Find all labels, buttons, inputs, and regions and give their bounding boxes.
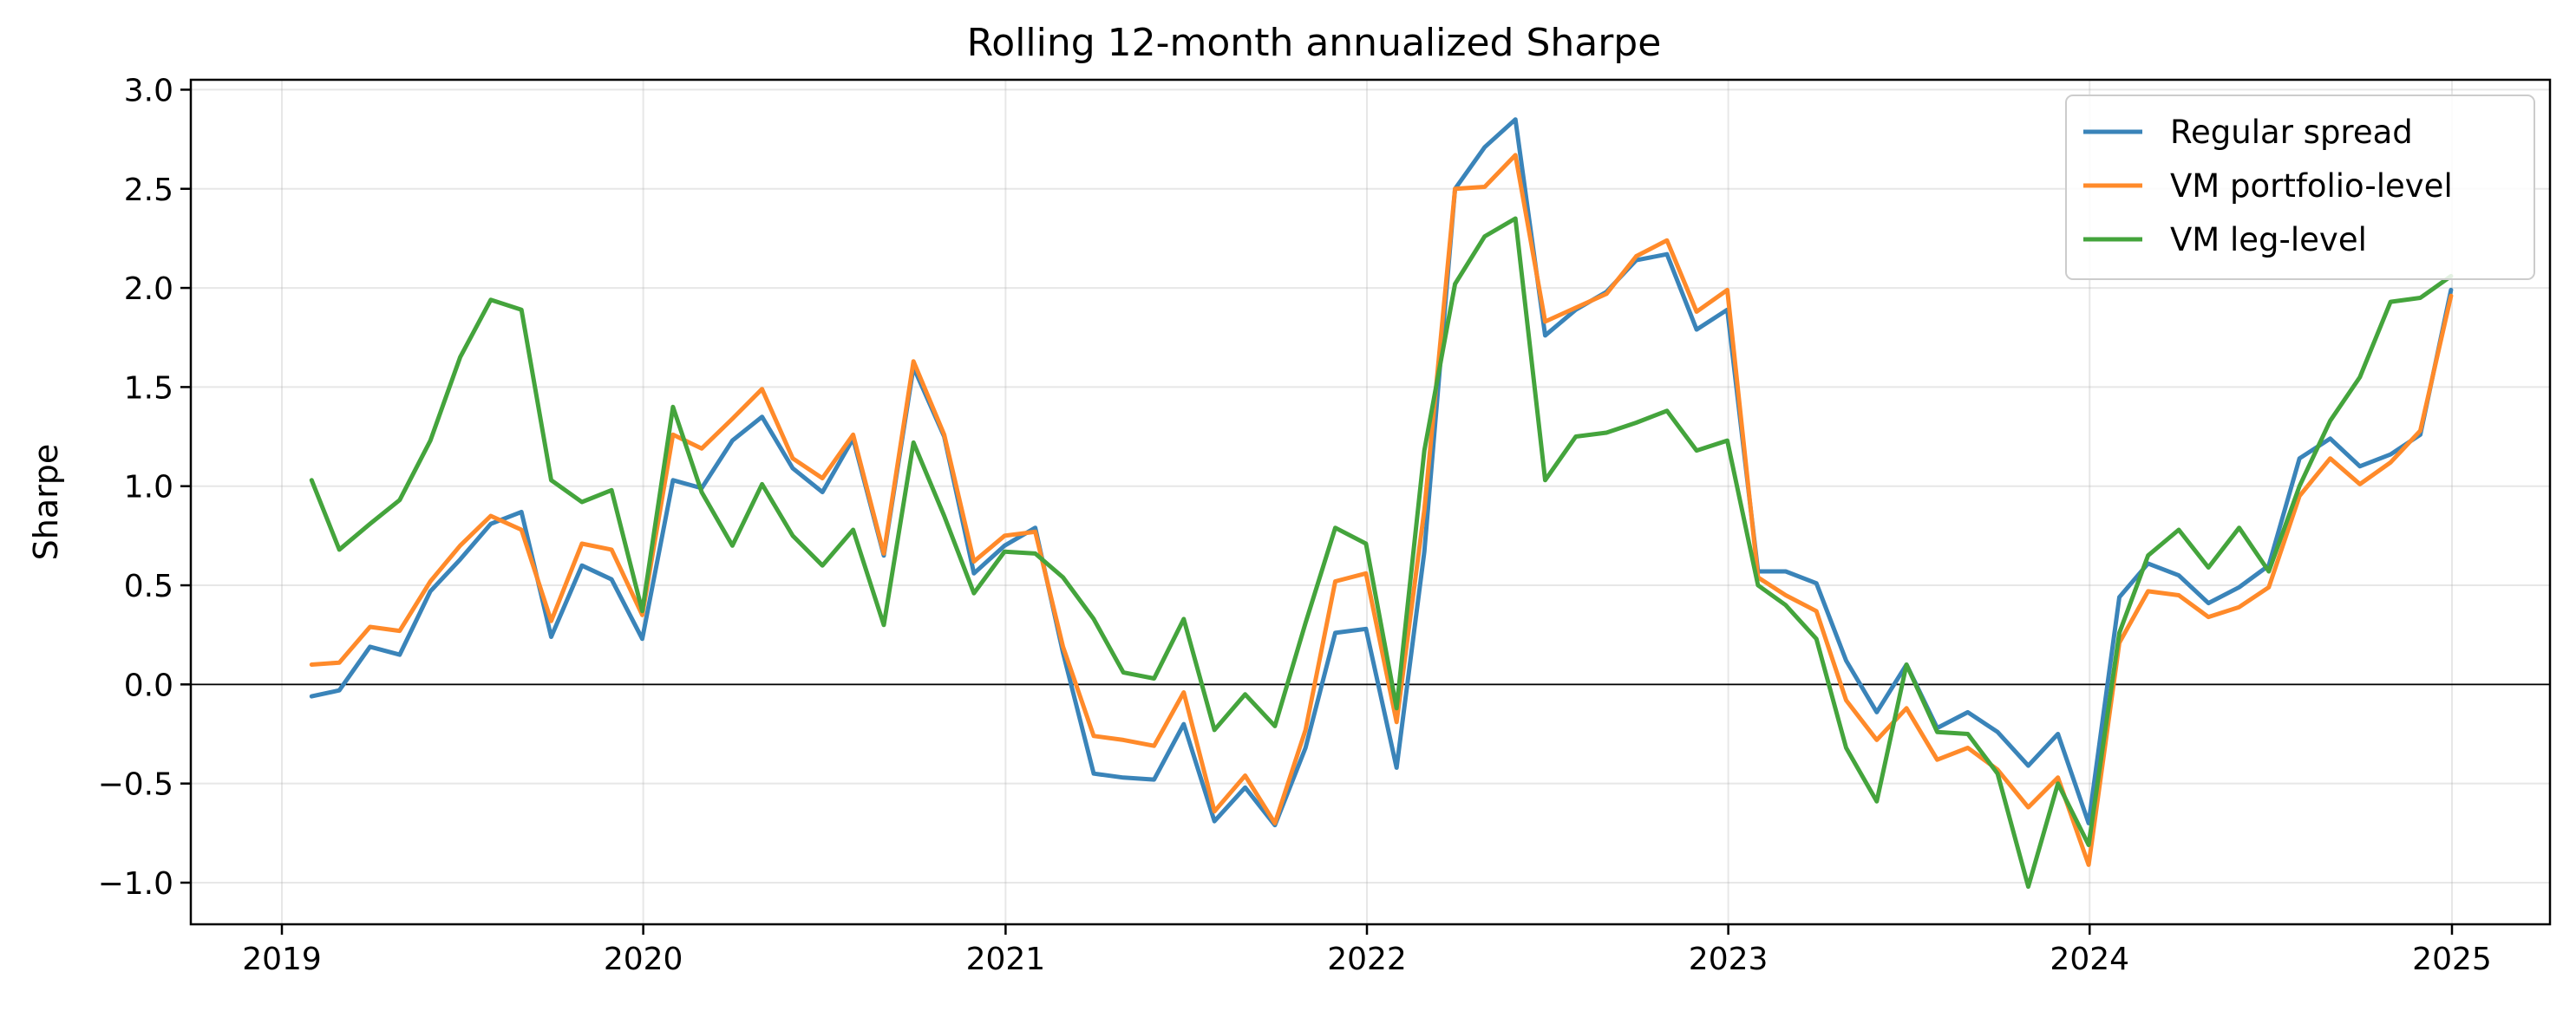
legend-box	[2065, 95, 2535, 280]
x-tick-label: 2021	[966, 942, 1046, 977]
y-tick-label: 0.5	[124, 569, 173, 604]
series-layer	[309, 117, 2454, 890]
y-tick-label: 1.5	[124, 370, 173, 406]
y-axis: 3.0 2.5 2.0 1.5 1.0 0.5 0.0 −0.5 −1.0	[98, 73, 191, 902]
y-tick-label: 0.0	[124, 668, 173, 703]
y-tick-label: 1.0	[124, 470, 173, 506]
series-line-2	[309, 216, 2454, 890]
x-tick-label: 2019	[242, 942, 322, 977]
x-tick-label: 2022	[1327, 942, 1407, 977]
legend-label: VM leg-level	[2170, 221, 2367, 258]
series-line-0	[309, 117, 2454, 828]
x-tick-label: 2020	[604, 942, 683, 977]
y-tick-label: −0.5	[98, 767, 173, 803]
y-tick-label: 2.5	[124, 173, 173, 208]
x-tick-label: 2025	[2412, 942, 2492, 977]
y-axis-label: Sharpe	[27, 444, 65, 561]
y-tick-label: 2.0	[124, 271, 173, 307]
x-tick-label: 2024	[2050, 942, 2129, 977]
chart-title: Rolling 12-month annualized Sharpe	[967, 21, 1662, 65]
y-tick-label: −1.0	[98, 866, 173, 902]
series-line-1	[309, 153, 2454, 867]
x-tick-label: 2023	[1689, 942, 1769, 977]
plot-frame	[189, 78, 2552, 926]
legend-label: VM portfolio-level	[2170, 167, 2453, 205]
legend-label: Regular spread	[2170, 114, 2413, 151]
y-tick-label: 3.0	[124, 73, 173, 108]
x-axis: 2019 2020 2021 2022 2023 2024 2025	[242, 924, 2492, 977]
legend: Regular spread VM portfolio-level VM leg-l…	[2065, 95, 2535, 280]
